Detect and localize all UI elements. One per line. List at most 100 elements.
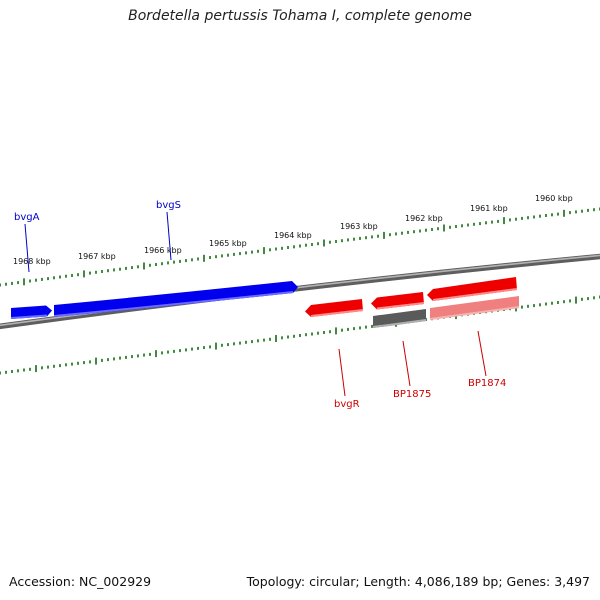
inner-scale-minor-tick <box>527 304 529 308</box>
outer-scale-minor-tick <box>239 252 241 256</box>
inner-scale-minor-tick <box>371 324 373 328</box>
gene-label-BP1874[interactable]: BP1874 <box>468 378 506 389</box>
outer-scale-minor-tick <box>173 260 175 264</box>
inner-scale-minor-tick <box>323 331 325 334</box>
inner-scale-minor-tick <box>29 367 31 371</box>
leader-line-bvgA <box>24 223 30 273</box>
inner-scale-minor-tick <box>77 361 79 365</box>
inner-scale-minor-tick <box>137 354 139 358</box>
outer-scale-minor-tick <box>233 252 235 256</box>
gene-bvgR[interactable] <box>305 299 363 317</box>
outer-scale-minor-tick <box>479 222 481 226</box>
outer-scale-minor-tick <box>437 227 439 231</box>
scale-label-1963: 1963 kbp <box>340 222 378 231</box>
inner-scale-minor-tick <box>203 346 205 350</box>
outer-scale-major-tick <box>203 254 205 262</box>
inner-scale-major-tick <box>335 327 337 335</box>
gene-label-BP1875[interactable]: BP1875 <box>393 389 431 400</box>
inner-scale-minor-tick <box>557 301 559 304</box>
scale-label-1968: 1968 kbp <box>13 257 51 266</box>
inner-scale-major-tick <box>35 365 37 373</box>
outer-scale-minor-tick <box>485 221 487 225</box>
gene-bvgA[interactable] <box>11 305 52 320</box>
gene-BP1875[interactable] <box>371 292 424 310</box>
inner-scale-minor-tick <box>581 297 583 301</box>
outer-scale-minor-tick <box>179 259 181 263</box>
outer-scale-minor-tick <box>77 273 79 277</box>
outer-scale-minor-tick <box>257 249 259 253</box>
gene-bvgS[interactable] <box>54 281 298 317</box>
inner-scale-minor-tick <box>341 328 343 332</box>
outer-scale-minor-tick <box>509 218 511 222</box>
leader-line-BP1875 <box>402 340 411 387</box>
outer-scale-minor-tick <box>17 281 19 285</box>
outer-scale-minor-tick <box>533 215 535 219</box>
gene-BP1874[interactable] <box>427 277 517 301</box>
inner-scale-minor-tick <box>239 341 241 345</box>
genome-summary-text: Topology: circular; Length: 4,086,189 bp… <box>246 574 590 589</box>
outer-scale-minor-tick <box>59 275 61 279</box>
outer-scale-minor-tick <box>35 278 37 282</box>
inner-scale-minor-tick <box>113 357 115 361</box>
inner-scale-minor-tick <box>185 348 187 352</box>
inner-scale-minor-tick <box>245 340 247 344</box>
inner-scale-minor-tick <box>209 345 211 349</box>
outer-scale-minor-tick <box>137 265 139 269</box>
outer-scale-minor-tick <box>269 248 271 252</box>
inner-scale-minor-tick <box>287 335 289 339</box>
outer-scale-minor-tick <box>515 217 517 221</box>
outer-scale-minor-tick <box>41 277 43 281</box>
outer-scale-minor-tick <box>119 267 121 271</box>
outer-scale-minor-tick <box>491 220 493 224</box>
gene-label-bvgS[interactable]: bvgS <box>156 200 181 211</box>
inner-scale-minor-tick <box>107 358 109 362</box>
feature-BP1874-cds[interactable] <box>430 296 519 320</box>
outer-scale-minor-tick <box>341 239 343 243</box>
inner-scale-minor-tick <box>227 343 229 347</box>
outer-scale-minor-tick <box>461 224 463 228</box>
outer-scale-minor-tick <box>467 223 469 227</box>
inner-scale-minor-tick <box>179 349 181 353</box>
outer-scale-minor-tick <box>0 283 1 287</box>
scale-label-1962: 1962 kbp <box>405 214 443 223</box>
outer-scale-minor-tick <box>161 262 163 266</box>
inner-scale-major-tick <box>275 335 277 342</box>
outer-scale-minor-tick <box>587 208 589 212</box>
outer-scale-minor-tick <box>155 263 157 266</box>
gene-label-bvgR[interactable]: bvgR <box>334 399 360 410</box>
gene-label-bvgA[interactable]: bvgA <box>14 212 40 223</box>
inner-scale-minor-tick <box>101 358 103 362</box>
inner-scale-minor-tick <box>17 369 19 373</box>
outer-scale-minor-tick <box>401 231 403 235</box>
outer-scale-minor-tick <box>287 246 289 249</box>
inner-scale-minor-tick <box>173 349 175 353</box>
outer-scale-minor-tick <box>353 237 355 241</box>
inner-scale-minor-tick <box>251 340 253 344</box>
outer-scale-minor-tick <box>329 240 331 244</box>
inner-scale-minor-tick <box>365 325 367 329</box>
leader-line-bvgS <box>166 211 172 261</box>
feature-BP1875-cds[interactable] <box>373 309 426 328</box>
outer-scale-minor-tick <box>11 281 13 285</box>
outer-scale-minor-tick <box>359 236 361 240</box>
inner-scale-minor-tick <box>539 303 541 307</box>
inner-scale-minor-tick <box>545 302 547 306</box>
inner-scale-minor-tick <box>269 337 271 341</box>
outer-scale-minor-tick <box>167 261 169 265</box>
scale-label-1960: 1960 kbp <box>535 194 573 203</box>
outer-scale-minor-tick <box>521 216 523 220</box>
outer-scale-minor-tick <box>125 266 127 270</box>
outer-scale-major-tick <box>143 262 145 270</box>
outer-scale-minor-tick <box>281 246 283 250</box>
inner-scale-minor-tick <box>353 327 355 331</box>
inner-scale-minor-tick <box>533 304 535 308</box>
outer-scale-minor-tick <box>575 210 577 214</box>
outer-scale-minor-tick <box>197 257 199 261</box>
outer-scale-major-tick <box>263 247 265 255</box>
outer-scale-major-tick <box>563 209 565 217</box>
map-title: Bordetella pertussis Tohama I, complete … <box>128 8 472 24</box>
inner-scale-minor-tick <box>65 363 67 367</box>
outer-scale-minor-tick <box>527 216 529 220</box>
outer-scale-minor-tick <box>131 266 133 270</box>
inner-scale-minor-tick <box>47 365 49 369</box>
